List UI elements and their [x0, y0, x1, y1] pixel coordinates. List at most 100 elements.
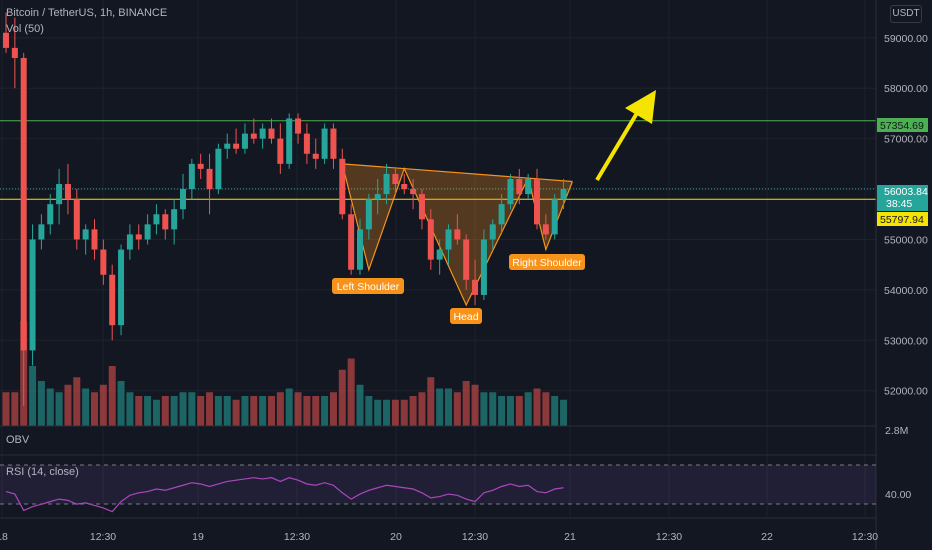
volume-bar	[391, 399, 399, 426]
rsi-band	[0, 465, 876, 504]
candle-body	[100, 249, 107, 275]
candle-body	[303, 133, 310, 154]
volume-bar	[471, 384, 479, 426]
volume-bar	[64, 384, 72, 426]
currency-badge[interactable]: USDT	[890, 5, 922, 23]
candle-body	[233, 143, 240, 149]
svg-text:57354.69: 57354.69	[880, 120, 924, 132]
candle-body	[38, 224, 45, 240]
volume-bar	[223, 396, 231, 426]
candle-body	[268, 128, 275, 139]
volume-bar	[144, 396, 152, 426]
candle-body	[463, 239, 470, 280]
volume-bar	[170, 396, 178, 426]
price-tick-label: 52000.00	[884, 386, 928, 398]
candle-body	[551, 199, 558, 235]
candle-body	[224, 143, 231, 149]
candle-body	[109, 274, 116, 326]
volume-bar	[214, 396, 222, 426]
candle-body	[392, 173, 399, 185]
candle-body	[118, 249, 125, 326]
candle-body	[498, 204, 505, 225]
candle-body	[11, 47, 18, 58]
candle-body	[454, 229, 461, 240]
volume-bar	[506, 396, 514, 426]
svg-text:38:45: 38:45	[886, 198, 912, 210]
candle-body	[365, 199, 372, 230]
volume-bar	[117, 381, 125, 426]
candle-body	[560, 189, 567, 200]
rsi-legend[interactable]: RSI (14, close)	[6, 466, 79, 478]
candle-body	[542, 224, 549, 235]
svg-text:Head: Head	[453, 311, 478, 323]
volume-bar	[73, 377, 81, 426]
candle-body	[162, 214, 169, 230]
time-tick-label: 20	[390, 531, 402, 543]
volume-bar	[524, 392, 532, 426]
volume-bar	[418, 392, 426, 426]
volume-bar	[108, 366, 116, 426]
time-tick-label: 12:30	[462, 531, 488, 543]
volume-bar	[250, 396, 258, 426]
volume-bar	[179, 392, 187, 426]
volume-bar	[276, 392, 284, 426]
volume-bar	[338, 369, 346, 426]
neckline-price-label: 55797.94	[877, 212, 928, 226]
volume-bar	[347, 358, 355, 426]
candle-body	[312, 153, 319, 159]
volume-bar	[542, 392, 550, 426]
svg-text:2.8M: 2.8M	[885, 425, 908, 437]
candle-body	[82, 229, 89, 240]
head-label: Head	[450, 308, 482, 324]
candle-body	[144, 224, 151, 240]
candle-body	[250, 133, 257, 139]
candle-body	[507, 178, 514, 205]
svg-text:Right Shoulder: Right Shoulder	[512, 257, 582, 269]
candle-body	[383, 173, 390, 195]
obv-legend[interactable]: OBV	[6, 434, 30, 446]
time-axis[interactable]: 18 12:30 19 12:30 20 12:30 21 12:30 22 12:30	[0, 531, 878, 543]
candle-body	[401, 184, 408, 190]
volume-bar	[462, 381, 470, 426]
current-price-label: 56003.84 38:45	[877, 185, 928, 211]
candle-body	[357, 229, 363, 270]
volume-bar	[2, 392, 10, 426]
volume-scale-label: 2.8M	[885, 425, 908, 437]
volume-bar	[489, 392, 497, 426]
candle-body	[436, 249, 443, 260]
volume-legend[interactable]: Vol (50)	[6, 23, 44, 35]
candle-body	[241, 133, 248, 149]
volume-bar	[365, 396, 373, 426]
volume-bar	[515, 396, 523, 426]
price-tick-label: 55000.00	[884, 234, 928, 246]
candle-body	[295, 118, 302, 134]
candle-body	[180, 189, 186, 210]
volume-bar	[400, 399, 408, 426]
volume-bar	[152, 399, 160, 426]
volume-bar	[383, 399, 391, 426]
time-tick-label: 12:30	[656, 531, 682, 543]
candle-body	[56, 184, 63, 205]
grid-lines	[0, 0, 876, 518]
volume-bar	[188, 392, 196, 426]
price-tick-label: 54000.00	[884, 285, 928, 297]
volume-bar	[453, 392, 461, 426]
time-tick-label: 19	[192, 531, 204, 543]
volume-bar	[560, 399, 568, 426]
breakout-arrow-icon	[595, 90, 656, 182]
candle-body	[64, 184, 71, 200]
volume-bar	[445, 388, 452, 426]
volume-bar	[268, 396, 275, 426]
symbol-title[interactable]: Bitcoin / TetherUS, 1h, BINANCE	[6, 7, 168, 19]
candle-body	[29, 239, 36, 351]
candle-body	[277, 138, 284, 164]
candle-body	[206, 168, 213, 190]
volume-bar	[135, 396, 143, 426]
price-axis[interactable]: 59000.00 58000.00 57000.00 55000.00 54000.00…	[884, 33, 928, 398]
candle-body	[480, 239, 487, 295]
pattern-outline	[341, 163, 573, 307]
volume-bar	[551, 396, 559, 426]
volume-bar	[498, 396, 506, 426]
volume-bar	[37, 381, 45, 426]
time-tick-label: 18	[0, 531, 8, 543]
